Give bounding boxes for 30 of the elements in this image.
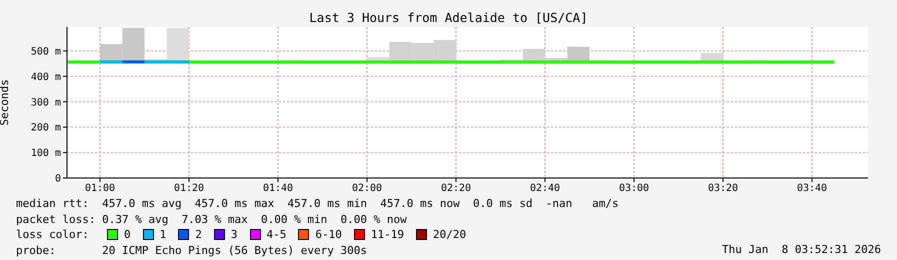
x-tick-label: 02:20 [440, 183, 472, 194]
text: Thu Jan 8 03:52:31 2026 [722, 242, 881, 256]
x-tick-label: 03:20 [708, 183, 738, 194]
legend-label: 6-10 [315, 227, 342, 242]
legend-label: 1 [160, 227, 166, 242]
y-tick-label: 400 m [30, 72, 61, 83]
legend-label: 11-19 [370, 227, 404, 242]
chart-title: Last 3 Hours from Adelaide to [US/CA] [308, 10, 589, 25]
y-tick-label: 200 m [30, 122, 61, 134]
y-tick-label: 300 m [30, 97, 61, 108]
legend-title: loss color: [16, 227, 90, 242]
legend-label: 0 [124, 227, 131, 242]
x-tick-label: 03:40 [796, 183, 828, 194]
y-tick-label: 0 [54, 174, 61, 185]
x-tick-label: 01:00 [84, 183, 116, 194]
legend-label: 2 [195, 227, 202, 242]
y-tick-label: 500 m [30, 46, 61, 58]
legend-label: 3 [230, 227, 238, 242]
legend-label: 20/20 [433, 227, 466, 242]
x-tick-label: 01:20 [174, 183, 204, 194]
x-tick-label: 03:00 [618, 183, 650, 194]
x-tick-label: 01:40 [262, 183, 294, 194]
text: probe: 20 ICMP Echo Pings (56 Bytes) every 300s [16, 242, 368, 258]
legend-label: 4-5 [266, 227, 286, 242]
text: median rtt: 457.0 ms avg 457.0 ms max 457.0 ms min 457.0 ms now 0.0 ms sd -nan am/s [16, 196, 619, 212]
x-tick-label: 02:00 [352, 183, 382, 194]
y-tick-label: 100 m [30, 148, 61, 160]
text: packet loss: 0.37 % avg 7.03 % max 0.00 % min 0.00 % now [16, 212, 408, 227]
y-axis-title: Seconds [0, 79, 11, 126]
x-tick-label: 02:40 [530, 183, 560, 194]
